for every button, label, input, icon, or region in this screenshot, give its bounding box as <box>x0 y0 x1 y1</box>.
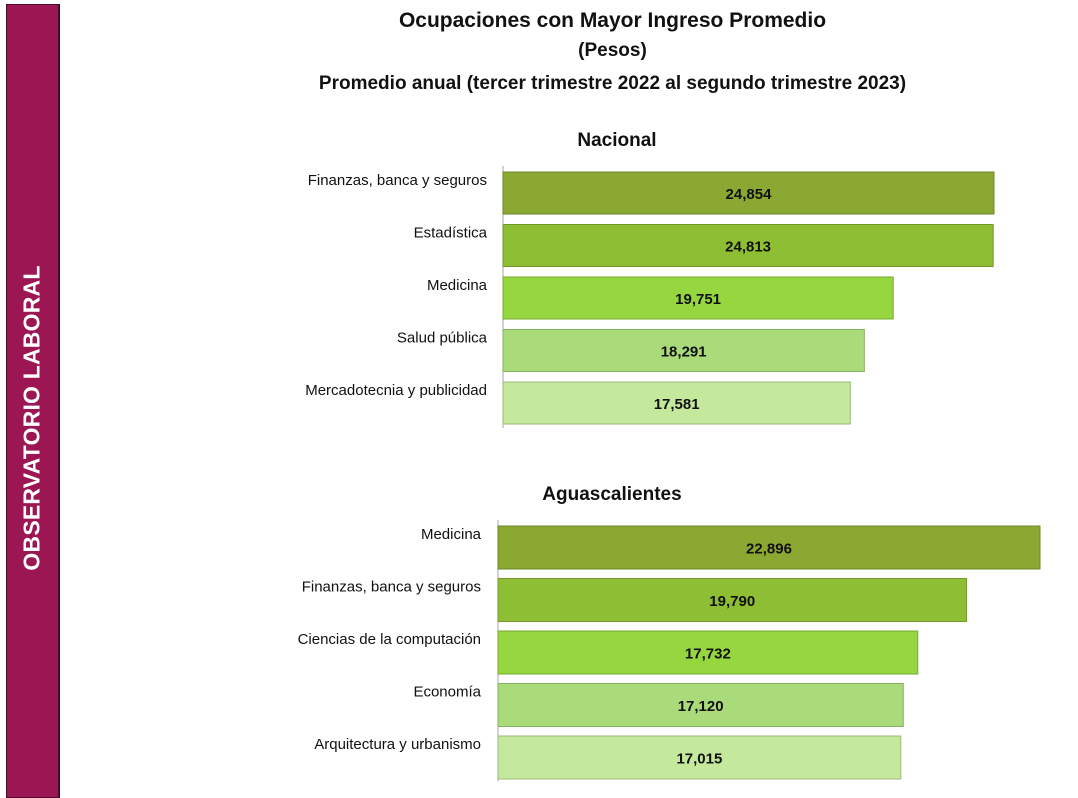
nacional-bar <box>502 329 865 372</box>
aguascalientes-value-label: 17,732 <box>685 646 731 663</box>
period-subtitle: Promedio anual (tercer trimestre 2022 al… <box>318 73 907 94</box>
nacional-bar <box>502 276 894 320</box>
aguascalientes-bar <box>497 578 967 622</box>
aguascalientes-bar <box>497 525 1041 570</box>
aguascalientes-category-label: Finanzas, banca y seguros <box>302 579 481 596</box>
aguascalientes-chart-title: Aguascalientes <box>542 484 681 505</box>
aguascalientes-value-label: 17,015 <box>676 751 722 768</box>
units-subtitle: (Pesos) <box>578 40 647 61</box>
nacional-value-label: 17,581 <box>654 396 700 413</box>
nacional-value-label: 24,813 <box>725 239 771 256</box>
aguascalientes-bar <box>497 735 902 780</box>
aguascalientes-value-label: 17,120 <box>678 698 724 715</box>
aguascalientes-category-label: Ciencias de la computación <box>298 631 481 648</box>
nacional-value-label: 18,291 <box>661 344 707 361</box>
aguascalientes-category-label: Arquitectura y urbanismo <box>314 736 481 753</box>
aguascalientes-bar <box>497 630 919 675</box>
nacional-category-label: Finanzas, banca y seguros <box>308 172 487 189</box>
nacional-bar <box>502 224 994 267</box>
aguascalientes-value-label: 19,790 <box>709 593 755 610</box>
aguascalientes-bar <box>497 683 904 727</box>
main-title: Ocupaciones con Mayor Ingreso Promedio <box>398 9 827 32</box>
nacional-bar <box>502 381 851 425</box>
sidebar-band <box>6 4 59 798</box>
chart-nacional: Nacional Finanzas, banca y seguros 24,854 E… <box>305 130 995 428</box>
nacional-value-label: 19,751 <box>675 291 721 308</box>
nacional-category-label: Medicina <box>427 277 488 294</box>
nacional-chart-title: Nacional <box>577 130 656 151</box>
aguascalientes-category-label: Medicina <box>421 526 482 543</box>
aguascalientes-category-label: Economía <box>413 684 481 701</box>
nacional-value-label: 24,854 <box>726 186 773 203</box>
chart-aguascalientes: Aguascalientes Medicina 22,896 Finanzas, ba… <box>298 484 1041 781</box>
nacional-category-label: Mercadotecnia y publicidad <box>305 382 487 399</box>
nacional-category-label: Estadística <box>414 225 488 242</box>
nacional-category-label: Salud pública <box>397 330 488 347</box>
aguascalientes-value-label: 22,896 <box>746 541 792 558</box>
nacional-bar <box>502 171 995 215</box>
